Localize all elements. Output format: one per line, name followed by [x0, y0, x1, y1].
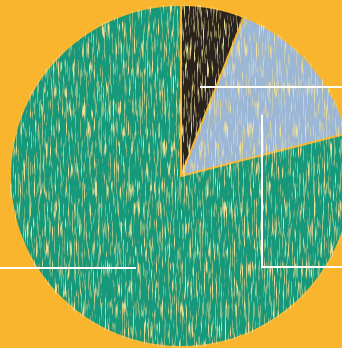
pie-slice	[179, 15, 342, 178]
pie	[9, 3, 342, 348]
leader-lines	[0, 86, 342, 269]
leader-line	[261, 115, 342, 268]
pie-slice	[9, 3, 342, 348]
